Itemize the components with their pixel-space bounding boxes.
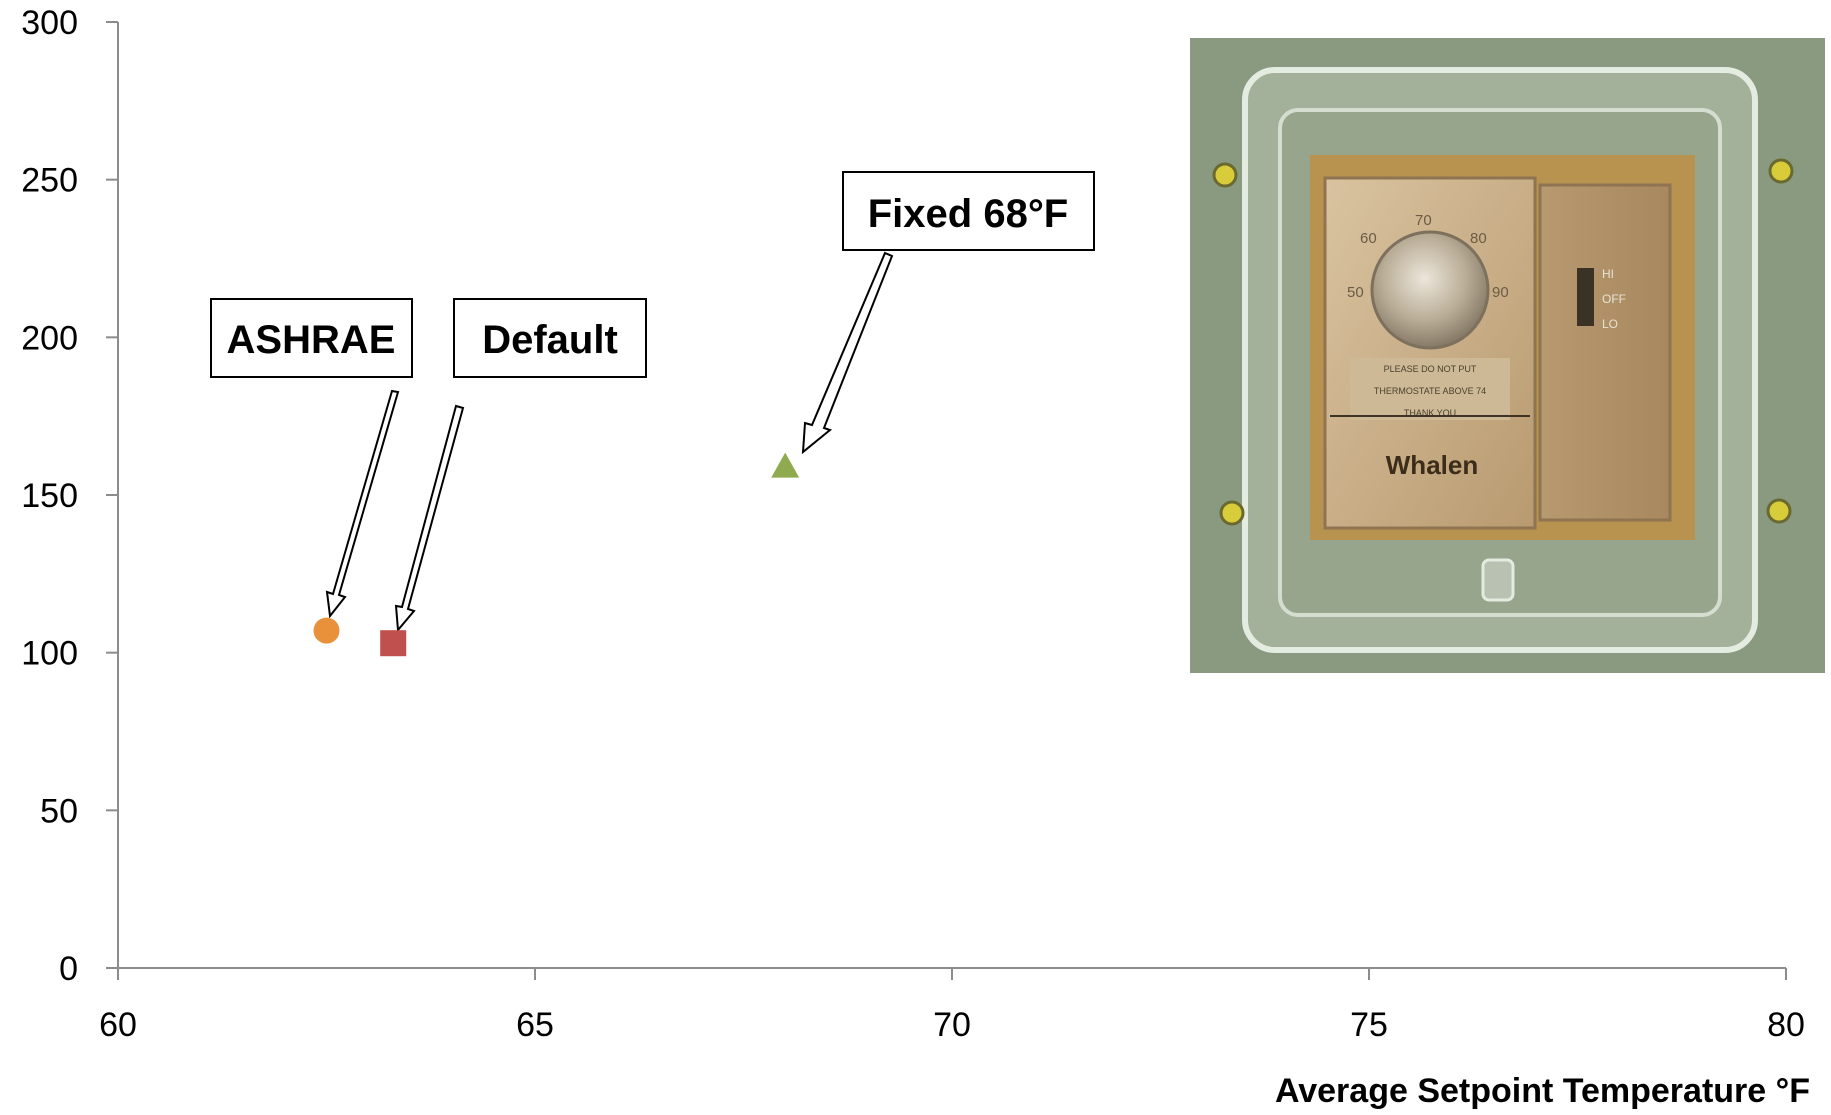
dial-number: 80 [1470, 230, 1487, 247]
data-point-square [380, 630, 407, 657]
callout-arrow [325, 389, 400, 619]
cover-lock-icon [1481, 558, 1515, 602]
y-axis-ticks: 0 50 100 150 200 250 300 [21, 4, 118, 988]
y-tick-label: 50 [40, 792, 78, 830]
callouts: ASHRAE Default Fixed 68°F [210, 171, 1095, 633]
dial-number: 90 [1492, 284, 1509, 301]
callout-arrow [394, 404, 465, 633]
mode-switch-icon [1577, 268, 1594, 326]
temperature-dial-icon [1370, 230, 1490, 350]
callout-box [210, 298, 413, 378]
x-axis-ticks: 60 65 70 75 80 [99, 968, 1805, 1044]
dial-number: 70 [1415, 212, 1432, 229]
data-point-triangle [771, 452, 800, 478]
x-tick-label: 60 [99, 1006, 137, 1044]
screw-icon [1219, 500, 1245, 526]
callout-arrow [801, 251, 894, 455]
x-axis-title: Average Setpoint Temperature °F [1275, 1072, 1810, 1110]
x-tick-label: 65 [516, 1006, 554, 1044]
x-tick-label: 75 [1350, 1006, 1388, 1044]
y-tick-label: 100 [21, 635, 78, 673]
notice-label [1350, 358, 1510, 420]
data-points [313, 452, 800, 657]
screw-icon [1768, 158, 1794, 184]
callout-label: Default [482, 318, 618, 362]
switch-panel [1538, 183, 1672, 522]
switch-label: LO [1602, 317, 1618, 331]
x-tick-label: 80 [1767, 1006, 1805, 1044]
data-point-circle [313, 617, 340, 644]
notice-line: THERMOSTATE ABOVE 74 [1374, 386, 1486, 396]
brand-logo: Whalen [1386, 450, 1478, 480]
callout-fixed: Fixed 68°F [801, 171, 1095, 455]
callout-label: ASHRAE [227, 318, 396, 362]
y-tick-label: 200 [21, 319, 78, 357]
switch-label: HI [1602, 267, 1614, 281]
callout-default: Default [394, 298, 647, 633]
screw-icon [1212, 162, 1238, 188]
y-tick-label: 0 [59, 950, 78, 988]
y-tick-label: 250 [21, 162, 78, 200]
dial-number: 60 [1360, 230, 1377, 247]
thermostat-photo: 50 60 70 80 90 PLEASE DO NOT PUT THERMOS… [1190, 38, 1825, 673]
screw-icon [1766, 498, 1792, 524]
notice-line: THANK YOU [1404, 408, 1456, 418]
x-tick-label: 70 [933, 1006, 971, 1044]
notice-line: PLEASE DO NOT PUT [1384, 364, 1477, 374]
callout-box [453, 298, 647, 378]
callout-box [842, 171, 1095, 251]
switch-label: OFF [1602, 292, 1626, 306]
axes: 0 50 100 150 200 250 300 60 65 70 75 80 Average Se… [21, 4, 1810, 1110]
dial-number: 50 [1347, 284, 1364, 301]
y-tick-label: 300 [21, 4, 78, 42]
callout-ashrae: ASHRAE [210, 298, 413, 619]
y-tick-label: 150 [21, 477, 78, 515]
callout-label: Fixed 68°F [868, 192, 1069, 236]
